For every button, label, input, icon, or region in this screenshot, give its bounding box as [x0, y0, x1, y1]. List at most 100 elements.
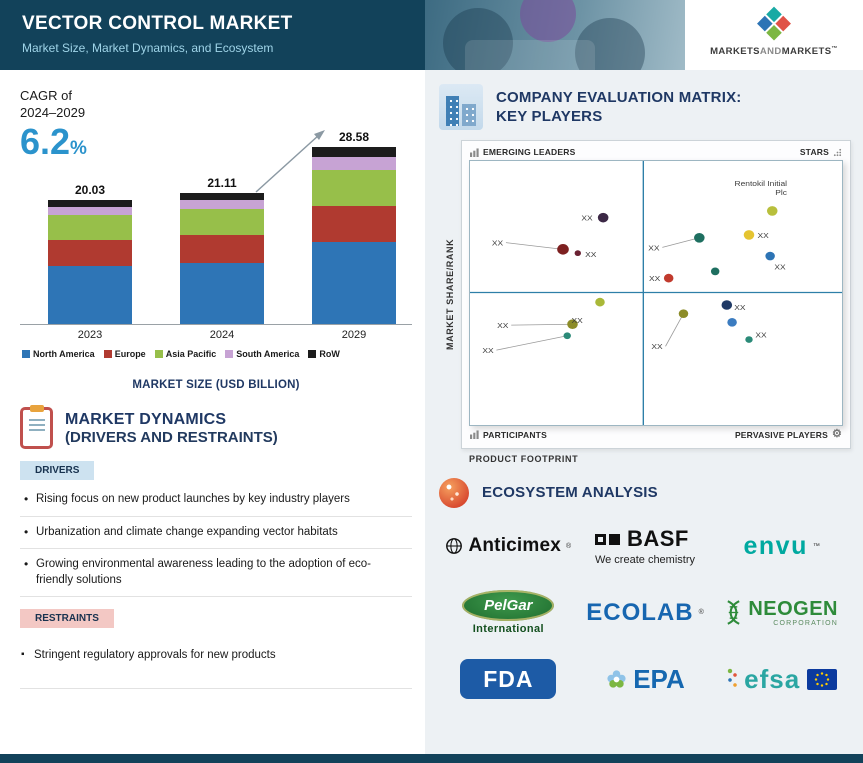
- neogen-subtext: CORPORATION: [773, 620, 838, 627]
- matrix-x-axis-label: PRODUCT FOOTPRINT: [469, 454, 579, 464]
- matrix-bubble: [663, 273, 674, 283]
- bar-segment: [180, 208, 264, 235]
- pelgar-oval-icon: PelGar: [462, 590, 555, 621]
- matrix-bubble-label: XX: [648, 244, 660, 253]
- bar-segment: [180, 262, 264, 324]
- restraints-list: Stringent regulatory approvals for new p…: [20, 636, 412, 689]
- efsa-wordmark: efsa: [744, 663, 801, 694]
- eu-flag-icon: [807, 668, 838, 690]
- matrix-y-axis-label: MARKET SHARE/RANK: [445, 238, 455, 351]
- drag-grip-icon: [833, 148, 842, 156]
- brand-and: AND: [759, 46, 782, 58]
- bar-total-label: 28.58: [338, 129, 370, 144]
- matrix-title-line2: KEY PLAYERS: [496, 108, 603, 125]
- matrix-title-line1: COMPANY EVALUATION MATRIX:: [496, 88, 742, 106]
- bar-category-labels: 2023 2024 2029: [20, 329, 412, 341]
- matrix-bubble-label: Rentokil Initial Plc: [734, 179, 787, 197]
- leader-line: [662, 237, 700, 248]
- quadrant-label-pervasive-players: PERVASIVE PLAYERS: [734, 429, 828, 440]
- matrix-bubble-label: XX: [585, 250, 597, 259]
- bar-column: 28.58: [312, 130, 396, 324]
- ecosystem-logo-grid: Anticimex ® BASF We create chemistry envu…: [439, 508, 851, 699]
- photo-blur-shape: [443, 8, 513, 70]
- logo-pelgar: PelGar International: [462, 590, 555, 635]
- dynamics-title: MARKET DYNAMICS: [65, 410, 227, 428]
- bar-category: 2029: [341, 329, 367, 341]
- epa-wordmark: EPA: [633, 663, 685, 694]
- pelgar-wordmark: PelGar: [484, 597, 533, 614]
- clipboard-icon: [20, 405, 53, 449]
- photo-blur-shape: [520, 0, 576, 42]
- matrix-bubble: [743, 230, 755, 240]
- registered-symbol: ®: [566, 542, 572, 550]
- ecosystem-section: ECOSYSTEM ANALYSIS Anticimex ® BASF We c: [439, 478, 851, 699]
- matrix-bubble: [710, 267, 720, 276]
- epa-flower-icon: [607, 669, 626, 688]
- trademark-symbol: ™: [812, 542, 820, 550]
- bar-column: 20.03: [48, 183, 132, 324]
- brand-part2: MARKETS: [781, 46, 832, 58]
- photo-blur-shape: [575, 18, 645, 70]
- legend-item: South America: [225, 349, 299, 359]
- matrix-bubble-label: XX: [757, 231, 769, 240]
- ecosystem-title: ECOSYSTEM ANALYSIS: [482, 484, 658, 502]
- page-subtitle: Market Size, Market Dynamics, and Ecosys…: [22, 41, 274, 55]
- photo-blur-shape: [465, 40, 595, 70]
- matrix-bubble: [563, 332, 571, 340]
- matrix-bubble: [595, 297, 605, 307]
- matrix-bubble: [678, 309, 689, 318]
- bar-segment: [312, 241, 396, 324]
- market-size-chart: 20.03 21.11 28.58 2023 2024 2029 North Ameri…: [20, 100, 412, 359]
- bar-column: 21.11: [180, 176, 264, 324]
- logo-ecolab: ECOLAB ®: [586, 599, 704, 627]
- ecosystem-icon: [439, 478, 469, 508]
- marketsandmarkets-logo-icon: [756, 7, 793, 44]
- bar-segment: [180, 200, 264, 209]
- clipboard-clip: [29, 405, 44, 412]
- legend-swatch: [225, 350, 234, 358]
- pelgar-subtext: International: [472, 623, 544, 635]
- basf-squares-icon: [608, 533, 620, 545]
- bar-category: 2024: [209, 329, 235, 341]
- bar-total-label: 20.03: [74, 182, 106, 197]
- matrix-bubble-label: XX: [497, 321, 509, 330]
- matrix-bubble: [574, 250, 581, 257]
- trademark-symbol: ™: [831, 46, 838, 53]
- matrix-bubble: [557, 244, 569, 255]
- cagr-prefix: CAGR of: [20, 88, 73, 103]
- matrix-bubble-label: XX: [649, 274, 661, 283]
- bar-segment: [312, 206, 396, 242]
- legend-swatch: [103, 350, 112, 358]
- footer-bar: [0, 754, 863, 763]
- leader-line: [496, 335, 568, 351]
- cagr-block: CAGR of 2024–2029 6.2%: [20, 88, 405, 160]
- legend-swatch: [22, 350, 30, 358]
- bar-segment: [48, 239, 132, 267]
- bar-segment: [48, 206, 132, 215]
- matrix-bubble: [745, 336, 753, 343]
- header-title-block: VECTOR CONTROL MARKET Market Size, Marke…: [0, 0, 425, 70]
- quadrant-label-stars: STARS: [799, 147, 829, 157]
- cagr-value: 6.2%: [20, 123, 405, 161]
- bar-segment: [180, 193, 264, 201]
- evaluation-matrix: EMERGING LEADERS STARS XX XX XX XX XX XX XX Ren…: [461, 140, 851, 449]
- fda-wordmark: FDA: [483, 665, 534, 692]
- matrix-bubble-label: XX: [755, 331, 767, 340]
- quadrant-label-participants: PARTICIPANTS: [483, 429, 547, 440]
- anticimex-wordmark: Anticimex: [468, 535, 562, 556]
- logo-basf: BASF We create chemistry: [594, 526, 695, 566]
- matrix-bubble: [727, 317, 737, 327]
- cagr-period: 2024–2029: [20, 104, 86, 120]
- bar-legend: North America Europe Asia Pacific South Ame…: [22, 349, 412, 359]
- matrix-bubble-label: XX: [651, 343, 663, 352]
- list-item: Growing environmental awareness leading …: [20, 549, 412, 598]
- matrix-section: COMPANY EVALUATION MATRIX: KEY PLAYERS M…: [439, 84, 851, 464]
- ecolab-wordmark: ECOLAB: [586, 598, 694, 626]
- bar-segment: [312, 169, 396, 207]
- drivers-tab: DRIVERS: [20, 461, 95, 480]
- leader-line: [511, 323, 573, 326]
- matrix-bubble: [766, 206, 778, 216]
- logo-epa: EPA: [605, 664, 685, 695]
- brand-name: MARKETSANDMARKETS™: [710, 46, 838, 57]
